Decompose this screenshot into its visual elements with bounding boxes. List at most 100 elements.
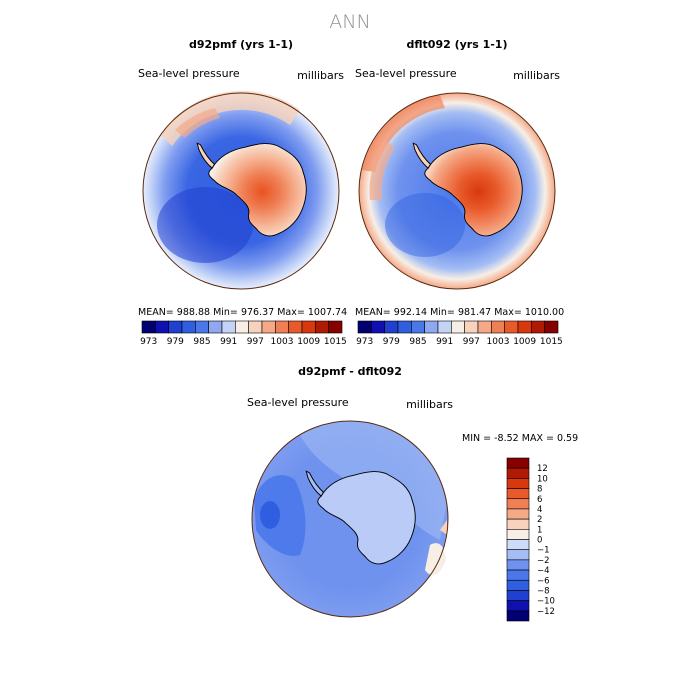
colorbar-swatch [221,320,236,334]
colorbar-swatch [235,320,249,334]
colorbar-swatch [181,320,196,334]
colorbar-swatch [506,549,530,561]
variable-label: Sea-level pressure [138,67,240,80]
panel-title: dflt092 (yrs 1-1) [407,38,508,51]
colorbar-tick-label: 0 [537,536,542,546]
panel-title: d92pmf - dflt092 [298,365,402,378]
colorbar-tick-label: 991 [436,337,453,347]
colorbar-swatch [288,320,303,334]
colorbar-tick-label: 1015 [324,337,347,347]
stats-line: MEAN= 988.88 Min= 976.37 Max= 1007.74 [138,307,347,318]
colorbar-swatch [315,320,329,334]
colorbar-tick-label: 997 [247,337,264,347]
colorbar-swatch [451,320,465,334]
colorbar-tick-label: 985 [409,337,426,347]
colorbar-swatch [506,518,530,530]
colorbar-tick-label: −4 [537,566,550,576]
colorbar-swatch [195,320,209,334]
units-label: millibars [406,398,453,411]
colorbar-swatch [477,320,492,334]
colorbar-tick-label: 979 [167,337,184,347]
colorbar-swatch [506,457,530,469]
colorbar: 973 979 985 991 997 1003 1009 1015 [140,320,347,347]
colorbar-swatch [506,590,530,601]
colorbar-tick-label: 973 [356,337,373,347]
colorbar-tick-label: 1 [537,525,542,535]
panel-d92pmf: d92pmf (yrs 1-1) Sea-level pressure mill… [138,38,347,347]
colorbar-tick-label: 979 [383,337,400,347]
colorbar-tick-label: 4 [537,505,542,515]
units-label: millibars [297,69,344,82]
colorbar-tick-label: −12 [537,607,555,617]
colorbar-swatch [506,559,530,571]
panel-title: d92pmf (yrs 1-1) [189,38,293,51]
colorbar-swatch [168,320,183,334]
colorbar-swatch [437,320,452,334]
colorbar-tick-label: −8 [537,586,550,596]
colorbar-tick-label: 973 [140,337,157,347]
colorbar-swatch [531,320,545,334]
colorbar-swatch [208,320,223,334]
colorbar-tick-label: 985 [193,337,210,347]
stats-line: MEAN= 992.14 Min= 981.47 Max= 1010.00 [355,307,564,318]
polar-map [251,420,448,618]
colorbar-tick-label: 8 [537,485,542,495]
colorbar-swatch [506,610,530,622]
colorbar-swatch [506,539,530,550]
colorbar-swatch [248,320,263,334]
colorbar-tick-label: −2 [537,556,550,566]
colorbar-tick-label: 1015 [540,337,563,347]
units-label: millibars [513,69,560,82]
colorbar-swatch [491,320,505,334]
colorbar-swatch [301,320,316,334]
colorbar-swatch [155,320,169,334]
colorbar-swatch [506,498,530,510]
colorbar-swatch [506,579,530,591]
colorbar-swatch [506,478,530,489]
colorbar-swatch [384,320,399,334]
variable-label: Sea-level pressure [355,67,457,80]
colorbar-swatch [397,320,412,334]
colorbar-swatch [504,320,519,334]
colorbar-tick-label: 1009 [297,337,320,347]
colorbar-tick-label: 1009 [513,337,536,347]
colorbar-swatch [464,320,479,334]
colorbar-tick-label: 1003 [271,337,294,347]
colorbar-swatch [506,569,530,581]
colorbar-tick-label: 1003 [487,337,510,347]
colorbar: 973 979 985 991 997 1003 1009 1015 [356,320,563,347]
colorbar-tick-label: 10 [537,474,548,484]
colorbar-swatch [357,320,372,334]
colorbar-tick-label: −6 [537,576,550,586]
panel-dflt092: dflt092 (yrs 1-1) Sea-level pressure mil… [355,38,564,347]
polar-map [358,92,555,290]
colorbar-swatch [424,320,439,334]
variable-label: Sea-level pressure [247,396,349,409]
panel-difference: d92pmf - dflt092 Sea-level pressure mill… [247,365,578,622]
colorbar-swatch [411,320,425,334]
colorbar-tick-label: 2 [537,515,542,525]
colorbar-swatch [506,529,530,540]
colorbar-swatch [371,320,385,334]
colorbar-swatch [275,320,289,334]
colorbar-tick-label: 6 [537,495,542,505]
colorbar-tick-label: 991 [220,337,237,347]
colorbar-tick-label: 997 [463,337,480,347]
colorbar-swatch [506,600,530,612]
colorbar-tick-label: −10 [537,597,555,607]
colorbar-swatch [328,320,343,334]
colorbar-swatch [506,508,530,520]
colorbar-swatch [544,320,559,334]
stats-line: MIN = -8.52 MAX = 0.59 [462,433,578,444]
colorbar-swatch [506,467,530,479]
colorbar-tick-label: 12 [537,464,548,474]
colorbar-tick-label: −1 [537,546,550,556]
colorbar-swatch [261,320,276,334]
figure-title: ANN [329,11,370,33]
colorbar-swatch [517,320,532,334]
polar-map [142,90,339,290]
colorbar-swatch [141,320,156,334]
colorbar-swatch [506,488,530,500]
